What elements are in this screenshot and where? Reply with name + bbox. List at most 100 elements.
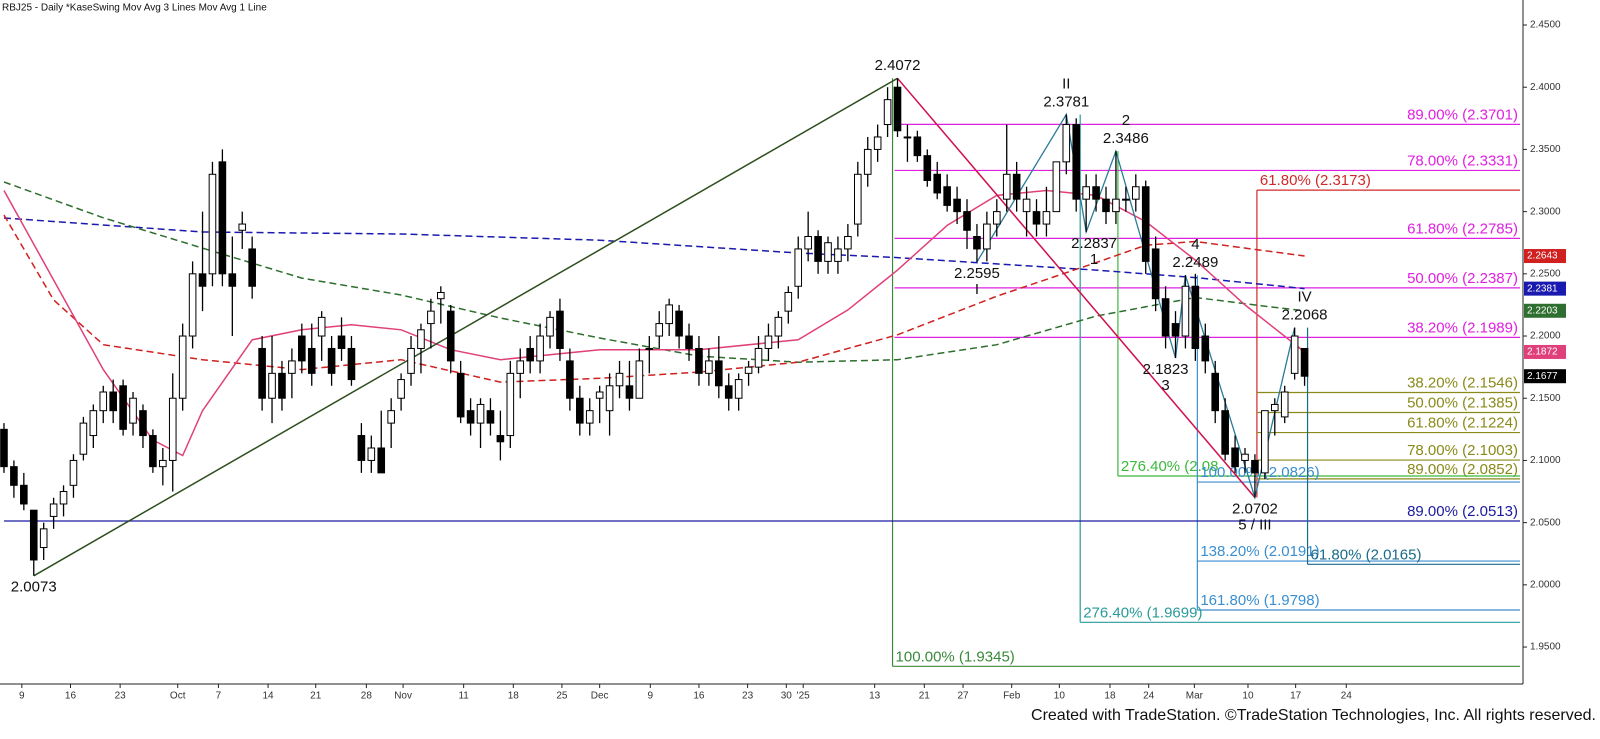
x-tick-label: 24 xyxy=(1341,691,1353,702)
x-tick-label: 14 xyxy=(263,691,275,702)
candle-body xyxy=(427,310,435,325)
candle-body xyxy=(1251,459,1259,474)
price-box-label: 2.2203 xyxy=(1527,305,1558,316)
x-tick-label: 30 xyxy=(781,691,793,702)
moving-average xyxy=(3,189,1306,457)
x-tick-label: 18 xyxy=(508,691,520,702)
candle-body xyxy=(49,503,58,517)
x-tick-label: Feb xyxy=(1003,691,1021,702)
x-tick-label: 10 xyxy=(1054,691,1066,702)
chart-title: RBJ25 - Daily *KaseSwing Mov Avg 3 Lines… xyxy=(2,3,267,14)
candle-body xyxy=(288,360,296,374)
candle-body xyxy=(456,372,465,418)
candle-body xyxy=(437,291,445,300)
candle-body xyxy=(824,242,832,262)
candle-body xyxy=(1300,347,1309,377)
candle-body xyxy=(109,391,117,412)
moving-average xyxy=(3,214,1305,383)
candle-body xyxy=(149,435,157,468)
candle-body xyxy=(804,235,812,250)
candle-body xyxy=(139,410,147,437)
candle-body xyxy=(695,347,703,374)
candle-body xyxy=(298,335,306,362)
swing-value: 2.2068 xyxy=(1282,307,1328,324)
footer: Created with TradeStation. ©TradeStation… xyxy=(1031,707,1596,724)
swing-value: 2.2595 xyxy=(954,265,1000,282)
candle-body xyxy=(268,372,276,399)
fib-label: 61.80% (2.1224) xyxy=(1407,415,1518,432)
candle-body xyxy=(337,335,346,349)
candle-body xyxy=(367,447,376,461)
candle-body xyxy=(526,347,534,362)
candle-body xyxy=(1151,248,1160,300)
candle-body xyxy=(556,310,564,349)
candle-body xyxy=(208,173,217,275)
candle-body xyxy=(705,360,713,374)
candle-body xyxy=(933,173,942,194)
candle-body xyxy=(1131,186,1140,200)
candle-body xyxy=(1191,285,1200,349)
trendline xyxy=(896,77,1256,498)
candle-body xyxy=(1241,453,1249,461)
x-tick-label: 9 xyxy=(648,691,654,702)
candle-body xyxy=(854,173,862,225)
candle-body xyxy=(953,198,961,213)
candle-body xyxy=(417,329,425,349)
candle-body xyxy=(1102,198,1110,213)
wave-label: 1 xyxy=(1090,251,1098,268)
fib-label: 38.20% (2.1546) xyxy=(1407,374,1518,391)
candle-body xyxy=(983,223,991,250)
candle-body xyxy=(496,435,505,443)
candle-body xyxy=(1092,186,1100,200)
x-tick-label: 16 xyxy=(693,691,705,702)
swing-value: 2.1823 xyxy=(1143,361,1189,378)
x-tick-label: 7 xyxy=(216,691,222,702)
candle-body xyxy=(1042,211,1051,225)
price-box xyxy=(1524,281,1566,296)
candle-body xyxy=(1181,285,1190,337)
y-tick-label: 2.1000 xyxy=(1530,455,1561,466)
swing-value: 2.3781 xyxy=(1043,93,1089,110)
y-tick-label: 2.1500 xyxy=(1530,393,1561,404)
candle-body xyxy=(883,99,892,126)
candle-body xyxy=(635,360,644,399)
candle-body xyxy=(863,148,872,175)
fib-label: 100.00% (1.9345) xyxy=(896,648,1015,665)
fib-label: 78.00% (2.3331) xyxy=(1407,152,1518,169)
candle-body xyxy=(1052,161,1061,213)
fib-label: 61.80% (2.2785) xyxy=(1407,220,1518,237)
candle-body xyxy=(1161,298,1170,337)
swing-value: 2.0073 xyxy=(11,579,57,596)
candle-body xyxy=(10,466,18,486)
fib-label: 61.80% (2.3173) xyxy=(1260,172,1371,189)
x-tick-label: 17 xyxy=(1290,691,1302,702)
candle-body xyxy=(992,211,1001,225)
candle-body xyxy=(913,136,922,157)
fib-label: 89.00% (2.0852) xyxy=(1407,461,1518,478)
candle-body xyxy=(715,360,723,387)
wave-label: I xyxy=(975,281,979,298)
x-tick-label: Dec xyxy=(591,691,609,702)
x-tick-label: 10 xyxy=(1242,691,1254,702)
x-tick-label: 23 xyxy=(115,691,127,702)
wave-label: 3 xyxy=(1161,377,1169,394)
candle-body xyxy=(1072,124,1081,200)
candle-body xyxy=(903,136,912,139)
wave-label: 4 xyxy=(1191,236,1199,253)
moving-average xyxy=(3,217,1305,290)
x-tick-label: '25 xyxy=(797,691,810,702)
swing-value: 2.0702 xyxy=(1232,500,1278,517)
candle-body xyxy=(188,273,197,337)
candle-body xyxy=(585,410,594,424)
candle-body xyxy=(248,248,256,287)
x-tick-label: 11 xyxy=(458,691,469,702)
fib-label: 38.20% (2.1989) xyxy=(1407,319,1518,336)
candle-body xyxy=(546,316,554,337)
candle-body xyxy=(486,410,495,424)
candle-body xyxy=(1221,410,1229,455)
x-tick-label: 28 xyxy=(361,691,373,702)
fib-label: 138.20% (2.0191) xyxy=(1200,543,1319,560)
wave-label: 5 / III xyxy=(1238,516,1271,533)
candle-body xyxy=(1201,335,1210,362)
fib-label: 61.80% (2.0165) xyxy=(1311,546,1422,563)
